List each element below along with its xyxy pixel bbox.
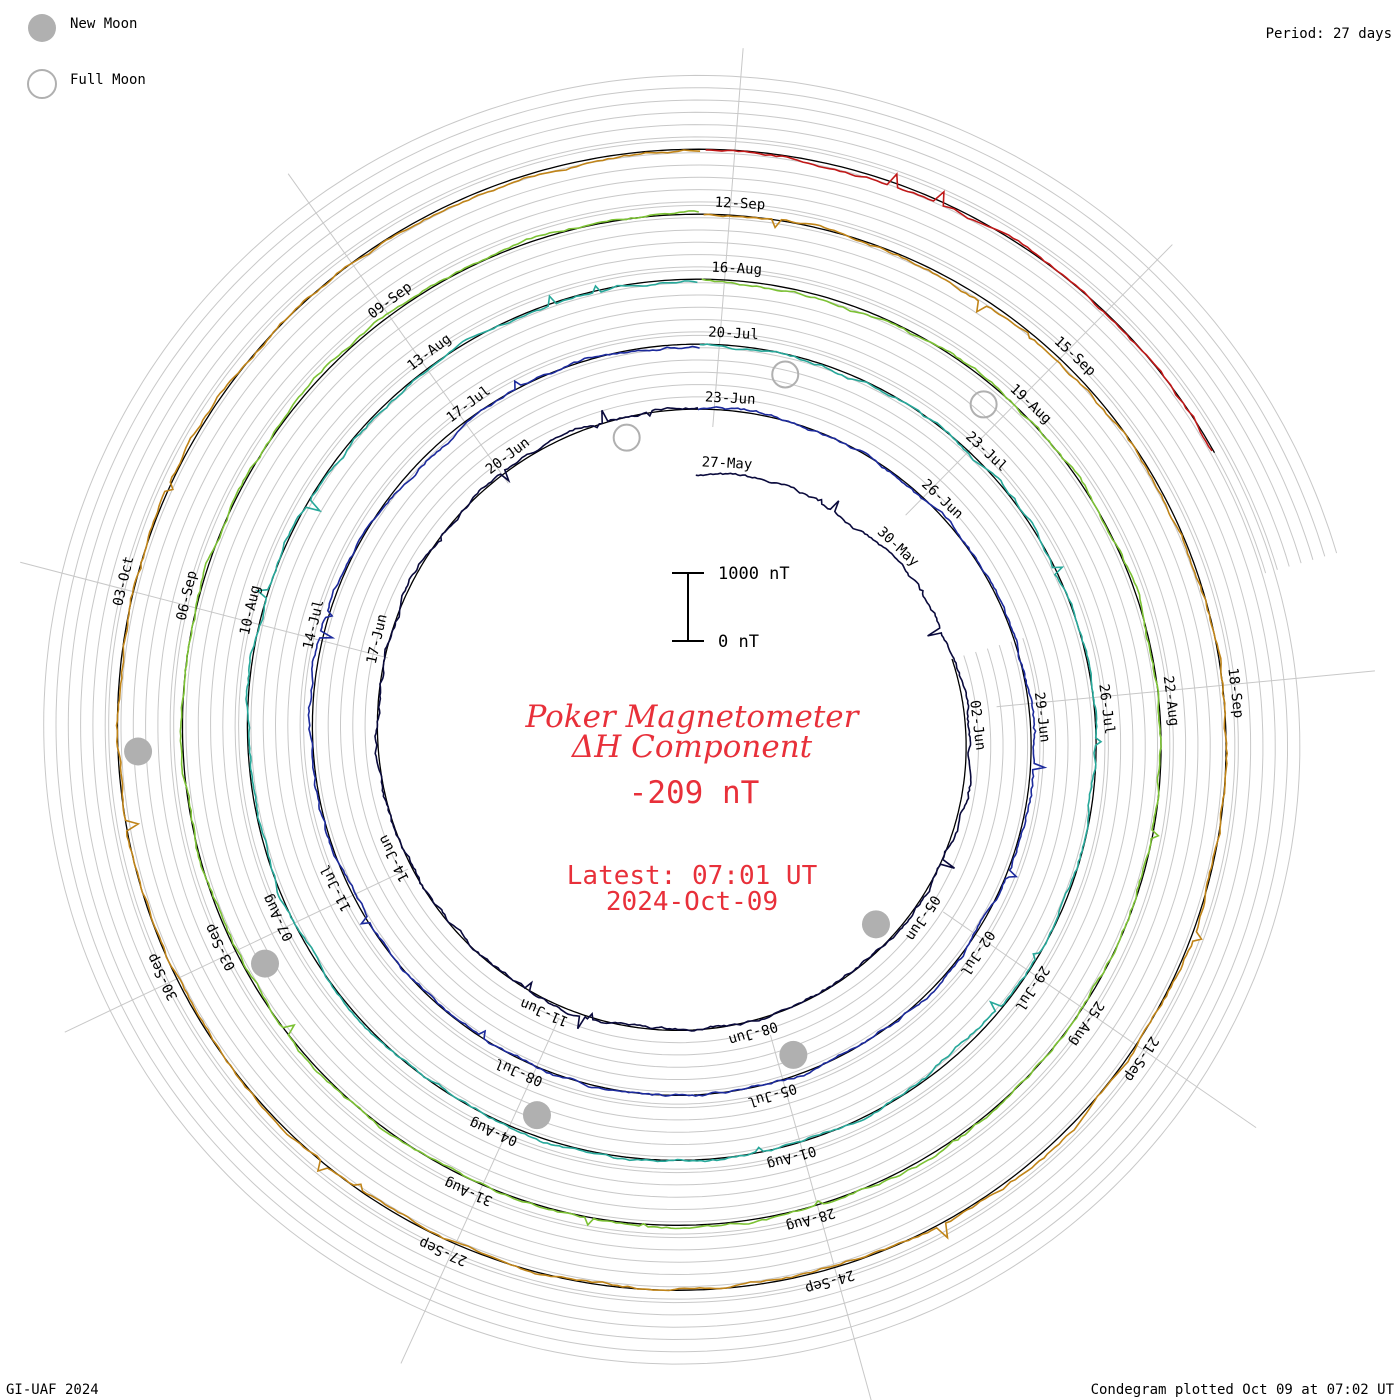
trace-16-Aug (179, 210, 1162, 1230)
date-label: 28-Aug (784, 1204, 837, 1234)
grid-ring (55, 87, 1326, 1353)
latest-time: Latest: 07:01 UT (567, 861, 818, 891)
new-moon-marker (124, 737, 153, 766)
full-moon-marker (771, 360, 800, 389)
date-label: 31-Aug (442, 1174, 495, 1208)
new-moon-marker (779, 1040, 808, 1069)
full-moon-legend-label: Full Moon (70, 72, 146, 88)
current-value: -209 nT (629, 775, 760, 811)
day-spoke (905, 244, 1173, 516)
scale-bottom-label: 0 nT (718, 632, 759, 652)
plotted-label: Condegram plotted Oct 09 at 07:02 UT (1091, 1382, 1395, 1398)
ring-grid (43, 74, 1338, 1365)
new-moon-marker (251, 949, 280, 978)
grid-ring (80, 111, 1302, 1328)
date-label: 08-Jul (493, 1055, 546, 1089)
day-spoke (712, 48, 744, 428)
day-spoke (996, 670, 1375, 708)
date-label: 18-Sep (1224, 667, 1246, 719)
date-label: 16-Aug (711, 260, 762, 279)
trace-23-Jun (307, 345, 1048, 1097)
date-label: 03-Oct (110, 555, 137, 608)
date-label: 02-Jun (966, 699, 988, 751)
full-moon-marker (612, 423, 641, 452)
date-label: 30-May (874, 524, 922, 570)
magnetometer-traces (115, 149, 1229, 1292)
date-label: 14-Jul (300, 598, 327, 651)
day-spoke (20, 561, 389, 659)
scale-top-label: 1000 nT (718, 564, 790, 584)
day-spoke (64, 868, 409, 1033)
full-moon-marker (969, 390, 998, 419)
credit-label: GI-UAF 2024 (6, 1382, 99, 1398)
day-spoke (400, 1017, 560, 1364)
date-label: 10-Aug (237, 584, 264, 637)
date-label: 27-Sep (417, 1234, 470, 1268)
day-spoke (287, 173, 509, 484)
date-label: 05-Jul (746, 1080, 799, 1110)
date-label: 20-Jul (708, 325, 759, 344)
trace-27-May (374, 406, 972, 1032)
date-label: 23-Jun (705, 389, 756, 408)
date-label: 26-Jul (1095, 683, 1117, 735)
date-label: 01-Aug (765, 1142, 818, 1172)
grid-ring (92, 124, 1290, 1316)
date-label: 06-Sep (174, 569, 201, 622)
day-spoke (769, 1034, 872, 1400)
date-label: 27-May (701, 454, 752, 473)
grid-ring (67, 99, 1314, 1341)
trace-06-Oct (705, 149, 1213, 452)
moon-markers (124, 360, 998, 1130)
new-moon-marker (522, 1101, 551, 1130)
full-moon-legend-icon (27, 69, 57, 99)
new-moon-marker (861, 910, 890, 939)
grid-ring (43, 74, 1338, 1365)
date-label: 12-Sep (714, 195, 765, 214)
trace-12-Sep (115, 149, 1229, 1292)
date-label: 22-Aug (1160, 675, 1182, 727)
day-spoke (942, 911, 1257, 1129)
date-label: 29-Jun (1031, 691, 1053, 743)
period-label: Period: 27 days (1266, 26, 1392, 42)
day-spokes (20, 48, 1375, 1400)
trace-20-Jul (245, 280, 1103, 1163)
latest-date: 2024-Oct-09 (606, 887, 778, 917)
chart-title-line2: ΔH Component (571, 729, 813, 765)
date-label: 08-Jun (727, 1018, 780, 1048)
chart-title-line1: Poker Magnetometer (525, 699, 861, 735)
new-moon-legend-label: New Moon (70, 16, 137, 32)
grid-ring (104, 136, 1278, 1304)
new-moon-legend-icon (28, 14, 56, 42)
